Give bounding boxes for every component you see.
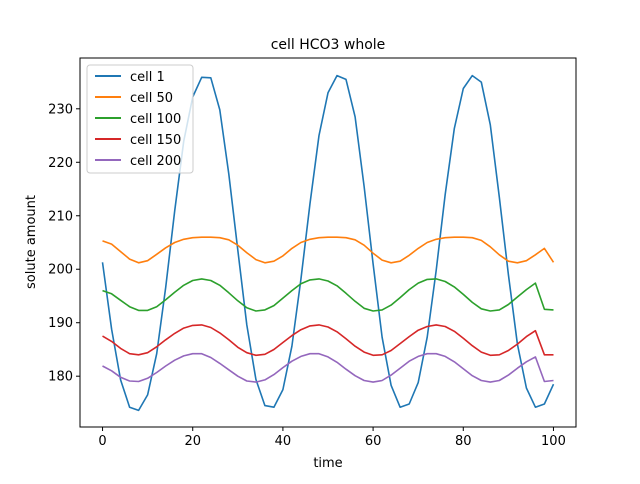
legend-box xyxy=(86,64,194,174)
y-tick-label: 190 xyxy=(48,316,73,331)
x-tick-label: 100 xyxy=(541,434,566,449)
y-tick-label: 220 xyxy=(48,156,73,171)
series-line-cell-50 xyxy=(102,236,555,264)
legend-label-cell-50: cell 50 xyxy=(130,91,173,106)
legend-label-cell-100: cell 100 xyxy=(130,112,181,127)
axis-ticks: 0 20 40 60 80 100 180 190 200 210 220 230 xyxy=(48,102,566,449)
legend-label-cell-150: cell 150 xyxy=(130,133,181,148)
x-tick-label: 20 xyxy=(184,434,201,449)
series-line-cell-1 xyxy=(101,74,555,412)
series-line-cell-150 xyxy=(102,324,554,357)
x-axis-label: time xyxy=(313,456,342,471)
x-tick-label: 60 xyxy=(365,434,382,449)
y-tick-label: 200 xyxy=(48,263,73,278)
series-line-cell-100 xyxy=(102,278,554,312)
plot-area xyxy=(101,74,555,412)
y-tick-label: 230 xyxy=(48,102,73,117)
legend-label-cell-1: cell 1 xyxy=(130,70,165,85)
legend: cell 1 cell 50 cell 100 cell 150 cell 20… xyxy=(86,64,194,174)
series-line-cell-200 xyxy=(102,352,554,383)
y-axis-label: solute amount xyxy=(24,195,39,289)
chart-title: cell HCO3 whole xyxy=(271,37,386,53)
y-tick-label: 210 xyxy=(48,209,73,224)
y-tick-label: 180 xyxy=(48,370,73,385)
x-tick-label: 80 xyxy=(455,434,472,449)
axes-frame xyxy=(79,57,577,428)
x-tick-label: 0 xyxy=(98,434,106,449)
x-tick-label: 40 xyxy=(275,434,292,449)
legend-label-cell-200: cell 200 xyxy=(130,154,181,169)
